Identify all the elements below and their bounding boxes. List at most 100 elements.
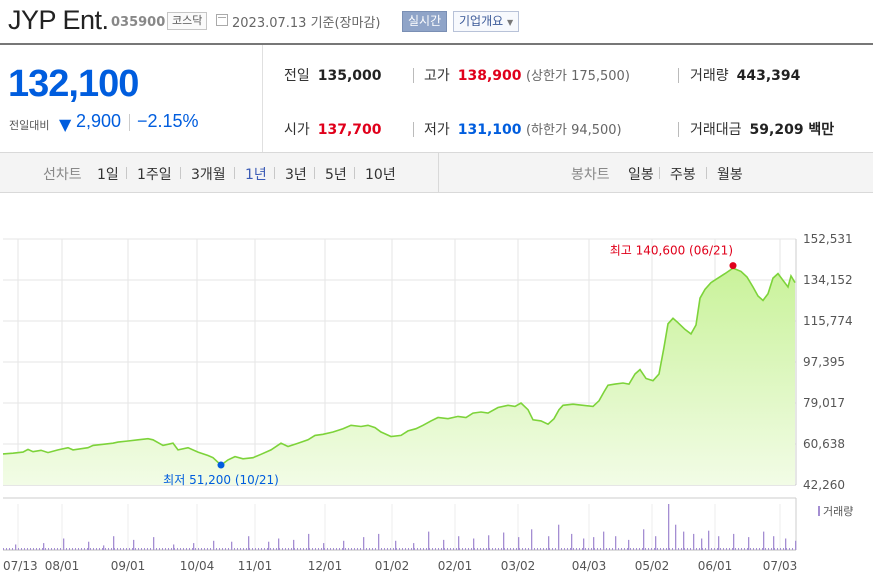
tab-5y[interactable]: 5년 <box>325 167 347 183</box>
volume-bar <box>768 548 769 550</box>
company-name: JYP Ent. <box>8 5 109 35</box>
volume-bar <box>531 529 533 550</box>
volume-bar <box>447 548 448 550</box>
volume-bar <box>429 548 430 550</box>
volume-bar <box>702 548 703 550</box>
volume-bar <box>333 548 334 550</box>
volume-bar <box>488 535 490 550</box>
x-tick-label: 10/04 <box>180 559 215 573</box>
volume-bar <box>583 538 585 550</box>
volume-bar <box>720 548 721 550</box>
volume-bar <box>519 548 520 550</box>
volume-bar <box>114 548 115 550</box>
volume-bar <box>297 548 298 550</box>
tab-3m[interactable]: 3개월 <box>191 167 226 183</box>
x-tick-label: 08/01 <box>45 559 80 573</box>
volume-bar <box>246 548 247 550</box>
volume-bar <box>171 548 172 550</box>
tab-1w[interactable]: 1주일 <box>137 167 172 183</box>
volume-bar <box>348 548 349 550</box>
volume-bar <box>738 548 739 550</box>
volume-bar <box>96 548 97 550</box>
volume-bar <box>417 548 418 550</box>
volume-bar <box>252 548 253 550</box>
volume-bar <box>173 544 175 550</box>
price-chart: 152,531 134,152 115,774 97,395 79,017 60,638 4… <box>2 232 853 573</box>
tab-monthly[interactable]: 월봉 <box>717 167 743 183</box>
volume-bar <box>264 548 265 550</box>
volume-bar <box>546 548 547 550</box>
volume-bar <box>354 548 355 550</box>
volume-bar <box>459 548 460 550</box>
volume-bar <box>165 548 166 550</box>
volume-bar <box>156 548 157 550</box>
volume-bar <box>522 548 523 550</box>
volume-bar <box>54 548 55 550</box>
volume-bar <box>42 548 43 550</box>
volume-bar <box>443 539 445 550</box>
volume-bar <box>618 548 619 550</box>
change-percent: −2.15% <box>137 111 199 131</box>
volume-bar <box>378 533 380 550</box>
stock-header: JYP Ent. 035900 코스닥 2023.07.13 기준(장마감) 실… <box>0 0 873 44</box>
volume-bar <box>219 548 220 550</box>
volume-bar <box>663 548 664 550</box>
x-tick-label: 03/02 <box>501 559 536 573</box>
lower-limit: (하한가 94,500) <box>525 123 622 138</box>
separator <box>314 167 315 179</box>
volume-bar <box>216 548 217 550</box>
volume-bar <box>774 548 775 550</box>
volume-bar <box>363 537 365 550</box>
volume-bar <box>741 548 742 550</box>
x-tick-label: 06/01 <box>698 559 733 573</box>
volume-bar <box>777 548 778 550</box>
volume-bar <box>240 548 241 550</box>
tab-daily[interactable]: 일봉 <box>628 167 654 183</box>
volume-bar <box>177 548 178 550</box>
volume-bar <box>186 548 187 550</box>
volume-bar <box>420 548 421 550</box>
volume-bar <box>270 548 271 550</box>
upper-limit: (상한가 175,500) <box>525 69 630 84</box>
separator <box>234 167 235 179</box>
tab-1d[interactable]: 1일 <box>97 167 119 183</box>
as-of-date: 2023.07.13 기준(장마감) <box>232 16 381 31</box>
volume-bar <box>555 548 556 550</box>
volume-bar <box>213 548 214 550</box>
volume-bar <box>339 548 340 550</box>
realtime-button[interactable]: 실시간 <box>402 11 448 32</box>
tab-weekly[interactable]: 주봉 <box>670 167 696 183</box>
volume-bar <box>468 548 469 550</box>
volume-bar <box>63 548 64 550</box>
low-label: 저가 <box>424 122 450 138</box>
tab-10y[interactable]: 10년 <box>365 167 396 183</box>
volume-bar <box>408 548 409 550</box>
volume-legend-swatch <box>818 506 820 516</box>
y-tick-label: 152,531 <box>803 232 853 246</box>
change-separator <box>129 114 130 131</box>
volume-bar <box>507 548 508 550</box>
volume-bar <box>324 548 325 550</box>
volume-bar <box>495 548 496 550</box>
volume-bar <box>756 548 757 550</box>
volume-bar <box>243 548 244 550</box>
volume-bar <box>672 548 673 550</box>
company-info-label: 기업개요 <box>459 14 504 28</box>
x-tick-label: 12/01 <box>308 559 343 573</box>
header-divider <box>0 43 873 45</box>
volume-bar <box>594 548 595 550</box>
volume-bar <box>327 548 328 550</box>
volume-bar <box>138 548 139 550</box>
volume-bar <box>345 548 346 550</box>
tab-3y[interactable]: 3년 <box>285 167 307 183</box>
volume-bar <box>153 548 154 550</box>
company-info-dropdown[interactable]: 기업개요 ▼ <box>453 11 520 32</box>
tab-group-divider <box>438 153 439 192</box>
tab-1y[interactable]: 1년 <box>245 167 267 183</box>
volume-bar <box>3 548 4 550</box>
trade-amount: 거래대금 59,209 백만 <box>690 119 834 139</box>
volume-bar <box>585 548 586 550</box>
volume-bar <box>183 548 184 550</box>
separator <box>659 167 660 179</box>
volume-bar <box>282 548 283 550</box>
